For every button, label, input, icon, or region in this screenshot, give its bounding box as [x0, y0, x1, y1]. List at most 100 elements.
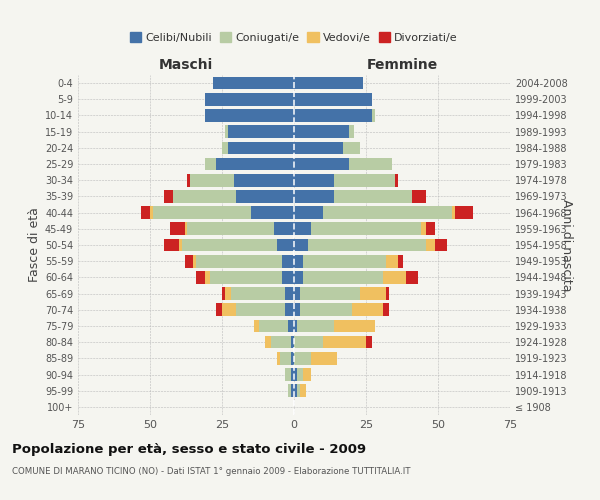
Bar: [352, 304, 383, 316]
Bar: [153, 206, 251, 219]
Bar: [211, 271, 283, 283]
Text: Maschi: Maschi: [159, 58, 213, 72]
Bar: [360, 288, 386, 300]
Bar: [205, 271, 211, 283]
Bar: [286, 368, 291, 381]
Bar: [294, 238, 308, 252]
Bar: [302, 368, 311, 381]
Bar: [366, 336, 372, 348]
Bar: [254, 320, 259, 332]
Bar: [386, 288, 389, 300]
Y-axis label: Anni di nascita: Anni di nascita: [560, 198, 573, 291]
Bar: [406, 271, 418, 283]
Bar: [185, 255, 193, 268]
Bar: [274, 222, 294, 235]
Bar: [205, 93, 294, 106]
Bar: [187, 222, 274, 235]
Bar: [288, 384, 291, 397]
Bar: [311, 222, 421, 235]
Bar: [294, 77, 363, 90]
Bar: [294, 384, 297, 397]
Y-axis label: Fasce di età: Fasce di età: [28, 208, 41, 282]
Text: COMUNE DI MARANO TICINO (NO) - Dati ISTAT 1° gennaio 2009 - Elaborazione TUTTITA: COMUNE DI MARANO TICINO (NO) - Dati ISTA…: [12, 468, 410, 476]
Bar: [294, 255, 302, 268]
Bar: [288, 320, 294, 332]
Bar: [398, 255, 403, 268]
Bar: [225, 126, 228, 138]
Text: Femmine: Femmine: [367, 58, 437, 72]
Bar: [205, 109, 294, 122]
Bar: [214, 77, 294, 90]
Bar: [277, 238, 294, 252]
Bar: [383, 271, 406, 283]
Legend: Celibi/Nubili, Coniugati/e, Vedovi/e, Divorziati/e: Celibi/Nubili, Coniugati/e, Vedovi/e, Di…: [126, 28, 462, 48]
Bar: [286, 288, 294, 300]
Bar: [300, 304, 352, 316]
Bar: [164, 190, 173, 202]
Bar: [343, 142, 360, 154]
Bar: [311, 352, 337, 364]
Bar: [185, 222, 187, 235]
Bar: [283, 271, 294, 283]
Bar: [294, 288, 300, 300]
Bar: [280, 352, 291, 364]
Bar: [294, 271, 302, 283]
Bar: [421, 222, 427, 235]
Bar: [294, 142, 343, 154]
Bar: [283, 255, 294, 268]
Bar: [259, 320, 288, 332]
Bar: [291, 352, 294, 364]
Bar: [294, 368, 297, 381]
Bar: [190, 174, 233, 186]
Bar: [216, 158, 294, 170]
Bar: [455, 206, 473, 219]
Bar: [236, 304, 286, 316]
Bar: [294, 352, 311, 364]
Bar: [294, 320, 297, 332]
Bar: [294, 93, 372, 106]
Bar: [236, 190, 294, 202]
Bar: [251, 206, 294, 219]
Bar: [323, 336, 366, 348]
Bar: [196, 271, 205, 283]
Bar: [294, 126, 349, 138]
Bar: [412, 190, 427, 202]
Bar: [334, 174, 395, 186]
Bar: [179, 238, 182, 252]
Bar: [323, 206, 452, 219]
Bar: [334, 190, 412, 202]
Bar: [291, 336, 294, 348]
Bar: [170, 222, 185, 235]
Bar: [271, 336, 291, 348]
Bar: [222, 304, 236, 316]
Bar: [222, 288, 225, 300]
Bar: [300, 384, 305, 397]
Bar: [427, 238, 435, 252]
Bar: [187, 174, 190, 186]
Bar: [297, 384, 300, 397]
Bar: [294, 336, 323, 348]
Bar: [222, 142, 228, 154]
Bar: [334, 320, 374, 332]
Bar: [228, 126, 294, 138]
Bar: [291, 368, 294, 381]
Bar: [150, 206, 153, 219]
Bar: [196, 255, 283, 268]
Bar: [294, 222, 311, 235]
Bar: [291, 384, 294, 397]
Bar: [182, 238, 277, 252]
Bar: [427, 222, 435, 235]
Bar: [294, 174, 334, 186]
Bar: [294, 158, 349, 170]
Text: Popolazione per età, sesso e stato civile - 2009: Popolazione per età, sesso e stato civil…: [12, 442, 366, 456]
Bar: [383, 304, 389, 316]
Bar: [349, 126, 355, 138]
Bar: [205, 158, 216, 170]
Bar: [386, 255, 398, 268]
Bar: [395, 174, 398, 186]
Bar: [164, 238, 179, 252]
Bar: [173, 190, 236, 202]
Bar: [302, 255, 386, 268]
Bar: [228, 142, 294, 154]
Bar: [142, 206, 150, 219]
